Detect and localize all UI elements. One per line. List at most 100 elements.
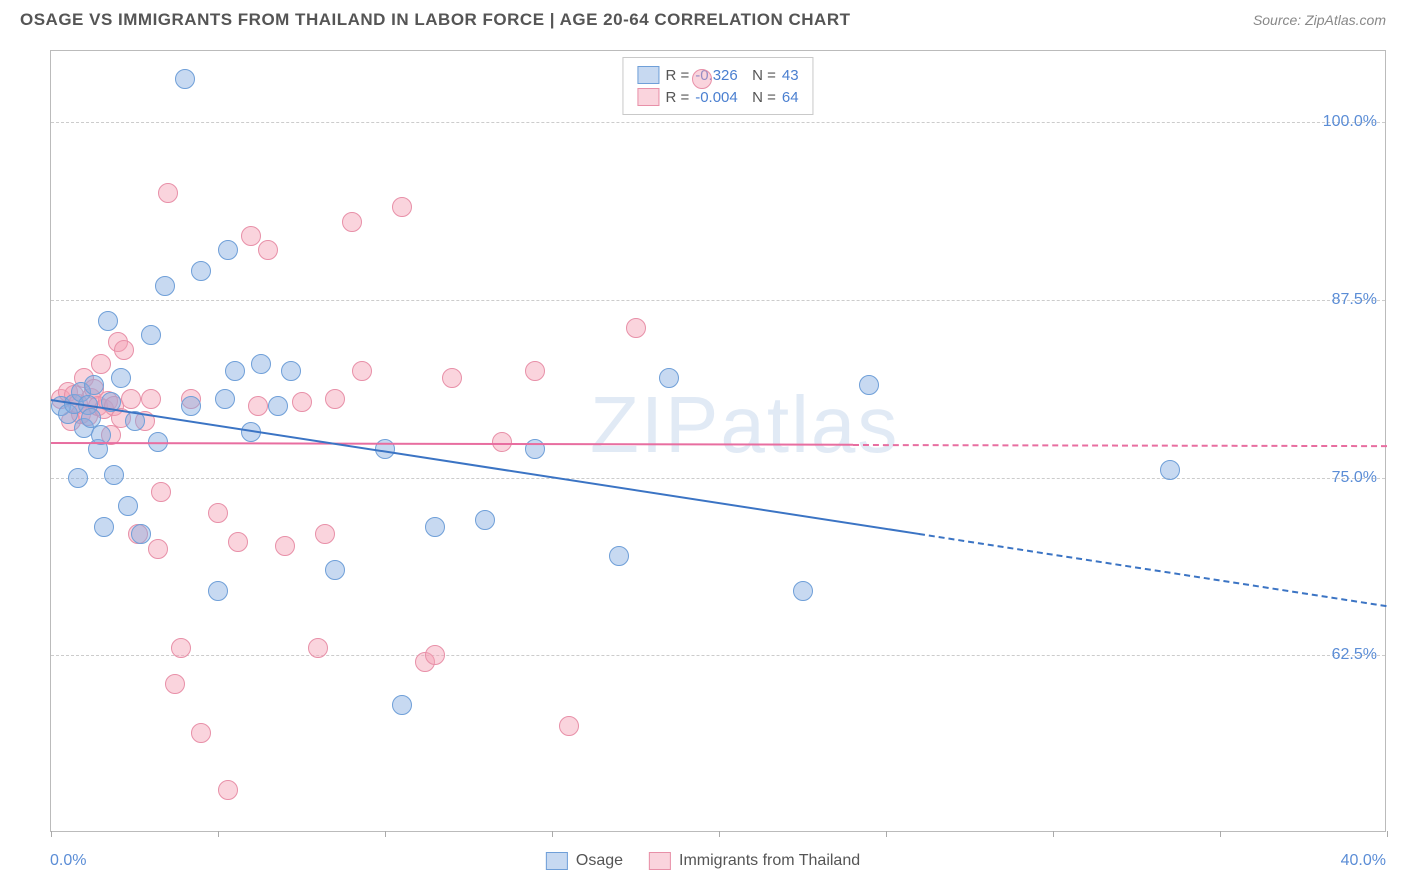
marker-thailand xyxy=(308,638,328,658)
swatch-thailand xyxy=(637,88,659,106)
legend-label-thailand: Immigrants from Thailand xyxy=(679,852,860,870)
swatch-osage xyxy=(637,66,659,84)
legend-correlation: R = -0.326 N = 43 R = -0.004 N = 64 xyxy=(622,57,813,115)
marker-osage xyxy=(659,368,679,388)
marker-thailand xyxy=(626,318,646,338)
x-tick xyxy=(385,831,386,837)
marker-thailand xyxy=(275,536,295,556)
marker-osage xyxy=(131,524,151,544)
legend-r-label: R = xyxy=(665,89,689,106)
marker-osage xyxy=(118,496,138,516)
marker-osage xyxy=(268,396,288,416)
legend-n-label: N = xyxy=(744,89,776,106)
legend-label-osage: Osage xyxy=(576,852,623,870)
marker-thailand xyxy=(148,539,168,559)
marker-osage xyxy=(215,389,235,409)
marker-osage xyxy=(181,396,201,416)
legend-n-label: N = xyxy=(744,67,776,84)
marker-thailand xyxy=(121,389,141,409)
marker-thailand xyxy=(258,240,278,260)
marker-osage xyxy=(281,361,301,381)
legend-n-value-thailand: 64 xyxy=(782,89,799,106)
x-tick xyxy=(51,831,52,837)
legend-r-value-thailand: -0.004 xyxy=(695,89,738,106)
marker-thailand xyxy=(325,389,345,409)
marker-osage xyxy=(175,69,195,89)
swatch-thailand xyxy=(649,852,671,870)
marker-thailand xyxy=(425,645,445,665)
legend-item-thailand: Immigrants from Thailand xyxy=(649,852,860,870)
marker-thailand xyxy=(218,780,238,800)
marker-thailand xyxy=(241,226,261,246)
watermark-text: ZIPatlas xyxy=(590,379,899,471)
marker-osage xyxy=(1160,460,1180,480)
marker-osage xyxy=(225,361,245,381)
swatch-osage xyxy=(546,852,568,870)
gridline xyxy=(51,122,1385,123)
marker-osage xyxy=(218,240,238,260)
marker-thailand xyxy=(141,389,161,409)
page-title: OSAGE VS IMMIGRANTS FROM THAILAND IN LAB… xyxy=(20,10,851,30)
gridline xyxy=(51,655,1385,656)
marker-osage xyxy=(84,375,104,395)
marker-thailand xyxy=(559,716,579,736)
marker-osage xyxy=(98,311,118,331)
legend-r-label: R = xyxy=(665,67,689,84)
marker-osage xyxy=(609,546,629,566)
marker-thailand xyxy=(315,524,335,544)
x-tick xyxy=(1053,831,1054,837)
marker-thailand xyxy=(442,368,462,388)
legend-row-osage: R = -0.326 N = 43 xyxy=(637,64,798,86)
marker-thailand xyxy=(352,361,372,381)
marker-thailand xyxy=(158,183,178,203)
legend-series: Osage Immigrants from Thailand xyxy=(546,852,860,870)
x-tick xyxy=(1387,831,1388,837)
marker-thailand xyxy=(114,340,134,360)
marker-osage xyxy=(191,261,211,281)
regression-line xyxy=(853,444,1387,447)
legend-n-value-osage: 43 xyxy=(782,67,799,84)
marker-osage xyxy=(425,517,445,537)
marker-osage xyxy=(793,581,813,601)
x-tick xyxy=(886,831,887,837)
marker-osage xyxy=(392,695,412,715)
marker-thailand xyxy=(208,503,228,523)
y-tick-label: 62.5% xyxy=(1332,646,1377,664)
marker-osage xyxy=(859,375,879,395)
marker-osage xyxy=(104,465,124,485)
x-tick xyxy=(1220,831,1221,837)
source-label: Source: ZipAtlas.com xyxy=(1253,12,1386,28)
marker-thailand xyxy=(228,532,248,552)
x-tick xyxy=(218,831,219,837)
x-axis-max: 40.0% xyxy=(1341,852,1386,870)
gridline xyxy=(51,300,1385,301)
legend-row-thailand: R = -0.004 N = 64 xyxy=(637,86,798,108)
marker-thailand xyxy=(151,482,171,502)
correlation-chart: ZIPatlas R = -0.326 N = 43 R = -0.004 N … xyxy=(50,50,1386,832)
marker-thailand xyxy=(171,638,191,658)
gridline xyxy=(51,478,1385,479)
marker-osage xyxy=(68,468,88,488)
marker-osage xyxy=(111,368,131,388)
marker-thailand xyxy=(342,212,362,232)
y-tick-label: 75.0% xyxy=(1332,469,1377,487)
x-tick xyxy=(552,831,553,837)
marker-osage xyxy=(141,325,161,345)
marker-osage xyxy=(251,354,271,374)
marker-thailand xyxy=(692,69,712,89)
marker-thailand xyxy=(525,361,545,381)
y-tick-label: 100.0% xyxy=(1323,113,1377,131)
marker-thailand xyxy=(392,197,412,217)
marker-osage xyxy=(155,276,175,296)
x-axis-min: 0.0% xyxy=(50,852,86,870)
marker-osage xyxy=(94,517,114,537)
marker-thailand xyxy=(91,354,111,374)
regression-line xyxy=(51,442,853,446)
marker-thailand xyxy=(165,674,185,694)
marker-thailand xyxy=(248,396,268,416)
regression-line xyxy=(919,533,1387,607)
marker-osage xyxy=(475,510,495,530)
marker-thailand xyxy=(292,392,312,412)
marker-osage xyxy=(325,560,345,580)
legend-item-osage: Osage xyxy=(546,852,623,870)
